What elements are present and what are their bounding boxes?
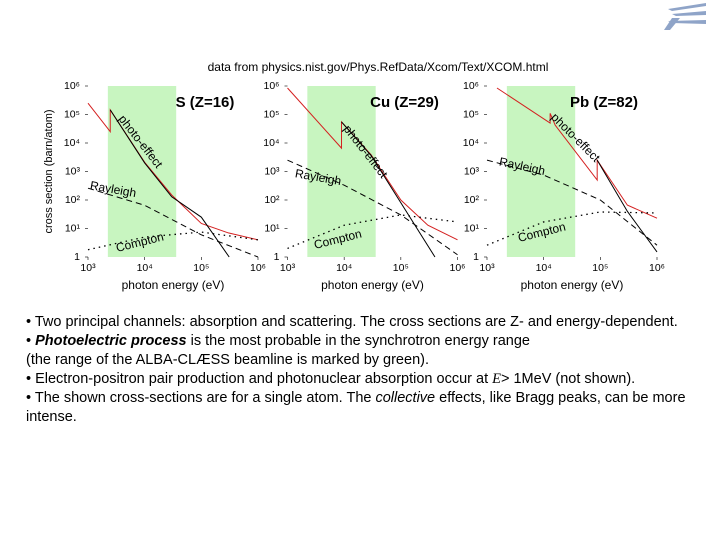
y-tick-label: 10²	[264, 194, 280, 206]
x-axis-label: photon energy (eV)	[122, 278, 225, 292]
y-tick-label: 10⁶	[64, 80, 80, 92]
y-tick-label: 1	[473, 251, 479, 263]
y-tick-label: 10³	[65, 165, 81, 177]
chart-title: Pb (Z=82)	[570, 94, 638, 111]
logo	[664, 3, 706, 30]
y-tick-label: 10⁵	[64, 108, 80, 120]
y-tick-label: 10³	[264, 165, 280, 177]
beamline-range	[107, 86, 177, 257]
bullet: • Photoelectric process is the most prob…	[26, 332, 706, 370]
y-tick-label: 10²	[65, 194, 81, 206]
y-tick-label: 10¹	[264, 222, 280, 234]
x-tick-label: 10⁶	[449, 262, 465, 274]
y-tick-label: 10⁵	[463, 108, 479, 120]
curve	[596, 159, 658, 253]
bullet-list: • Two principal channels: absorption and…	[26, 313, 706, 427]
y-tick-label: 10¹	[65, 222, 81, 234]
y-tick-label: 10⁶	[463, 80, 479, 92]
y-tick-label: 10⁴	[463, 137, 479, 149]
x-tick-label: 10³	[479, 262, 495, 274]
bullet-text: •	[26, 333, 36, 349]
y-tick-label: 1	[274, 251, 280, 263]
chart-title: S (Z=16)	[176, 94, 235, 111]
x-tick-label: 10³	[80, 262, 96, 274]
y-tick-label: 1	[74, 251, 80, 263]
x-tick-label: 10⁴	[137, 262, 153, 274]
y-axis-label: cross section (barn/atom)	[43, 109, 55, 233]
curve	[287, 159, 458, 256]
bullet-text: (the range of the ALBA-CLÆSS beamline is…	[26, 352, 429, 368]
bullet-emphasis: Photoelectric process	[35, 333, 187, 349]
bullet: • The shown cross-sections are for a sin…	[26, 389, 706, 427]
x-axis-label: photon energy (eV)	[321, 278, 424, 292]
x-tick-label: 10⁵	[393, 262, 409, 274]
x-tick-label: 10⁵	[193, 262, 209, 274]
y-tick-label: 10⁴	[64, 137, 80, 149]
chart-title: Cu (Z=29)	[370, 94, 439, 111]
x-tick-label: 10⁶	[250, 262, 266, 274]
y-tick-label: 10¹	[464, 222, 480, 234]
x-tick-label: 10⁵	[592, 262, 608, 274]
beamline-range	[307, 86, 376, 257]
curve	[496, 87, 658, 219]
chart: Pb (Z=82) 1 10¹ 10² 10³ 10⁴ 10⁵ 10⁶ 10³ 10⁴ 10⁵ 10⁶…	[463, 80, 665, 292]
bullet-emphasis: collective	[375, 390, 436, 406]
curve	[87, 231, 259, 251]
source-note: data from physics.nist.gov/Phys.RefData/…	[208, 60, 549, 74]
curve	[87, 102, 259, 241]
x-tick-label: 10⁴	[336, 262, 352, 274]
y-tick-label: 10⁶	[263, 80, 279, 92]
bullet-text: • The shown cross-sections are for a sin…	[26, 390, 376, 406]
x-axis-label: photon energy (eV)	[521, 278, 624, 292]
x-tick-label: 10³	[280, 262, 296, 274]
curve	[87, 187, 259, 258]
bullet-text: • Electron-positron pair production and …	[26, 371, 493, 387]
x-tick-label: 10⁴	[536, 262, 552, 274]
bullet-text: > 1MeV (not shown).	[501, 371, 636, 387]
chart: S (Z=16) 1 10¹ 10² 10³ 10⁴ 10⁵ 10⁶ 10³ 10⁴ 10⁵ 10⁶ p…	[43, 80, 266, 292]
bullet-symbol: E	[492, 371, 501, 387]
bullet-text: • Two principal channels: absorption and…	[26, 314, 678, 330]
curve	[341, 121, 436, 258]
bullet-text: is the most probable in the synchrotron …	[186, 333, 530, 349]
y-tick-label: 10⁴	[263, 137, 279, 149]
bullet: • Two principal channels: absorption and…	[26, 313, 706, 332]
chart: Cu (Z=29) 1 10¹ 10² 10³ 10⁴ 10⁵ 10⁶ 10³ 10⁴ 10⁵ 10⁶…	[263, 80, 465, 292]
curve	[109, 109, 230, 258]
beamline-range	[506, 86, 576, 257]
y-tick-label: 10³	[464, 165, 480, 177]
y-tick-label: 10²	[464, 194, 480, 206]
bullet-text: effects, like Bragg peaks, can be more i…	[26, 390, 686, 425]
bullet: • Electron-positron pair production and …	[26, 370, 706, 389]
x-tick-label: 10⁶	[649, 262, 665, 274]
figure: data from physics.nist.gov/Phys.RefData/…	[43, 3, 706, 292]
y-tick-label: 10⁵	[263, 108, 279, 120]
